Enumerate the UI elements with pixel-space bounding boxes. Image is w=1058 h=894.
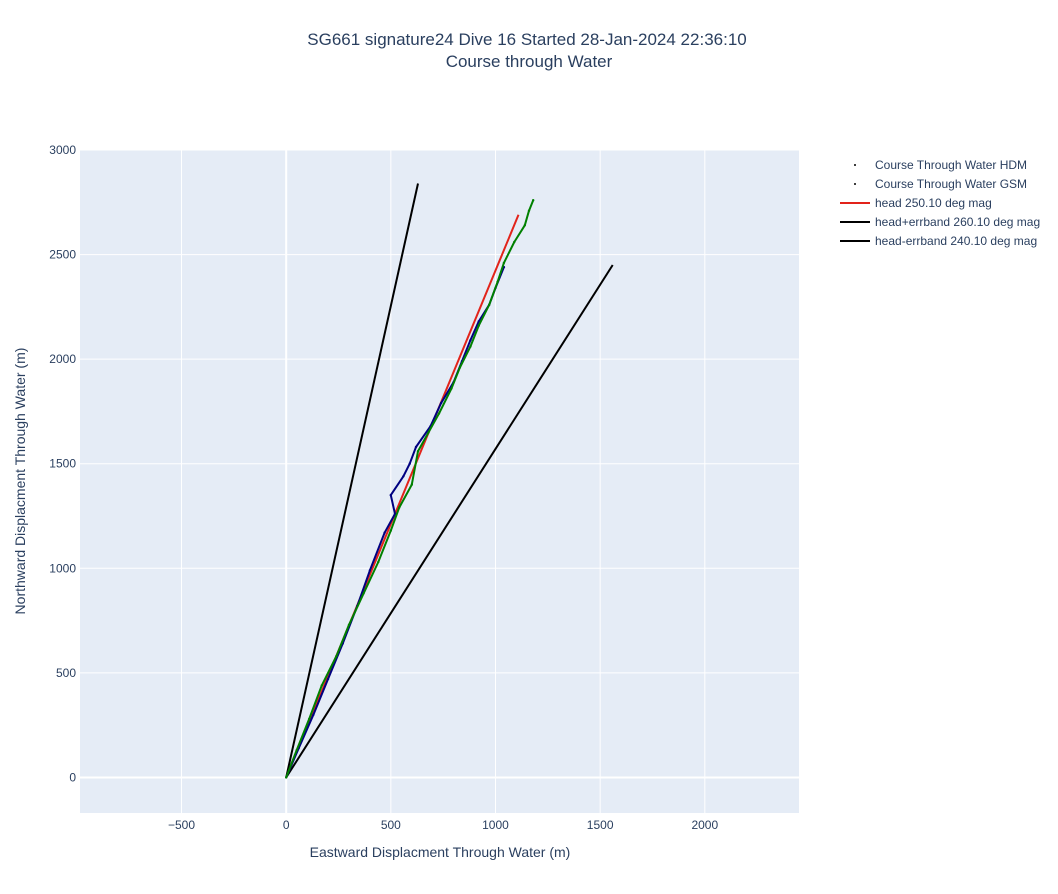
x-axis-title: Eastward Displacment Through Water (m) [310, 844, 571, 860]
data-point [469, 345, 472, 348]
data-point [308, 717, 311, 721]
data-point [527, 209, 531, 212]
y-tick-label: 0 [69, 770, 76, 784]
chart-title-line-1: SG661 signature24 Dive 16 Started 28-Jan… [307, 30, 746, 49]
data-point [398, 506, 401, 509]
legend-label: Course Through Water GSM [875, 177, 1027, 191]
data-point [389, 529, 392, 532]
data-point [295, 749, 298, 752]
series-3 [285, 183, 419, 778]
data-point [437, 412, 441, 415]
x-tick-label: 2000 [691, 818, 718, 832]
data-point [402, 475, 405, 478]
data-point [362, 592, 365, 595]
data-point [335, 654, 338, 658]
y-tick-label: 1000 [49, 561, 76, 575]
x-tick-label: 1500 [587, 818, 614, 832]
data-point [458, 366, 462, 369]
series-4 [285, 264, 614, 778]
legend-label: head-errband 240.10 deg mag [875, 234, 1037, 248]
data-point [377, 560, 380, 564]
data-point [410, 483, 413, 486]
x-tick-label: 1000 [482, 818, 509, 832]
data-point [513, 240, 516, 244]
data-point [320, 684, 323, 687]
legend-item[interactable]: Course Through Water GSM [854, 177, 1027, 191]
data-point [439, 401, 443, 405]
data-point [368, 569, 372, 572]
y-tick-label: 2500 [49, 248, 76, 262]
series-2 [285, 214, 520, 778]
data-point [523, 224, 526, 227]
data-point [477, 320, 480, 323]
y-tick-label: 500 [56, 666, 76, 680]
data-point [427, 431, 430, 434]
data-point [496, 280, 499, 283]
data-point [347, 623, 351, 626]
series-layer [285, 183, 614, 779]
legend: Course Through Water HDM Course Through W… [840, 158, 1040, 248]
legend-label: head+errband 260.10 deg mag [875, 215, 1040, 229]
chart-title: SG661 signature24 Dive 16 Started 28-Jan… [307, 30, 746, 71]
course-line [285, 266, 505, 778]
data-point [414, 445, 418, 449]
data-point [408, 462, 411, 465]
x-tick-label: −500 [168, 818, 195, 832]
grid [80, 149, 799, 813]
data-point [389, 493, 392, 497]
y-tick-label: 1500 [49, 457, 76, 471]
data-point [312, 713, 315, 716]
legend-marker-dot [854, 164, 856, 166]
legend-item[interactable]: Course Through Water HDM [854, 158, 1027, 172]
data-point [285, 776, 288, 779]
legend-marker-dot [854, 183, 856, 185]
legend-label: head 250.10 deg mag [875, 196, 992, 210]
chart-title-line-2: Course through Water [446, 52, 613, 71]
data-point [416, 450, 420, 453]
data-point [393, 512, 397, 516]
y-axis-title: Northward Displacment Through Water (m) [12, 348, 28, 615]
tick-labels: −500 0 500 1000 1500 2000 0 500 1000 1500 2000 2500… [49, 143, 718, 832]
heading-line [285, 183, 419, 778]
data-point [383, 531, 386, 534]
heading-line [285, 264, 614, 778]
legend-item[interactable]: head-errband 240.10 deg mag [840, 234, 1037, 248]
data-point [488, 303, 491, 306]
legend-label: Course Through Water HDM [875, 158, 1027, 172]
heading-line [285, 214, 520, 778]
series-1 [285, 199, 535, 779]
data-point [326, 677, 330, 681]
data-point [469, 339, 472, 342]
data-point [450, 387, 453, 390]
data-point [502, 261, 506, 265]
legend-item[interactable]: head 250.10 deg mag [840, 196, 992, 210]
y-tick-label: 2000 [49, 352, 76, 366]
legend-item[interactable]: head+errband 260.10 deg mag [840, 215, 1040, 229]
x-tick-label: 0 [283, 818, 290, 832]
data-point [532, 199, 535, 202]
x-tick-label: 500 [381, 818, 401, 832]
data-point [477, 324, 480, 327]
plot-area-background [80, 150, 799, 813]
y-tick-label: 3000 [49, 143, 76, 157]
